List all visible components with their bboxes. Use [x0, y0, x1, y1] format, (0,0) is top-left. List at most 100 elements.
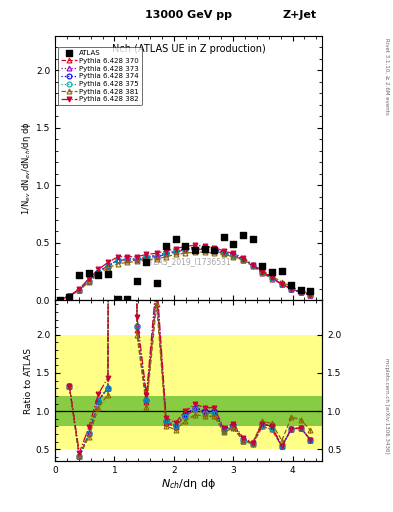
Pythia 6.428 373	[144, 253, 149, 260]
Pythia 6.428 374	[221, 249, 226, 255]
Pythia 6.428 370	[125, 257, 130, 263]
Pythia 6.428 375	[96, 269, 101, 275]
Text: ATLAS_2019_I1736531: ATLAS_2019_I1736531	[145, 257, 232, 266]
Pythia 6.428 381	[67, 293, 72, 299]
ATLAS	[143, 259, 150, 267]
Pythia 6.428 373	[221, 249, 226, 255]
Pythia 6.428 382	[116, 253, 120, 260]
Pythia 6.428 374	[270, 274, 274, 281]
Pythia 6.428 374	[299, 289, 303, 295]
Pythia 6.428 373	[77, 287, 82, 293]
ATLAS	[86, 269, 92, 277]
Pythia 6.428 374	[308, 292, 313, 298]
Pythia 6.428 374	[77, 287, 82, 293]
Pythia 6.428 370	[260, 270, 264, 276]
Text: Rivet 3.1.10, ≥ 2.6M events: Rivet 3.1.10, ≥ 2.6M events	[384, 37, 389, 114]
Pythia 6.428 373	[241, 256, 246, 262]
Pythia 6.428 373	[202, 246, 207, 252]
Pythia 6.428 381	[289, 284, 294, 290]
Pythia 6.428 381	[202, 249, 207, 255]
Text: mcplots.cern.ch [arXiv:1306.3436]: mcplots.cern.ch [arXiv:1306.3436]	[384, 357, 389, 453]
Pythia 6.428 374	[125, 256, 130, 262]
Pythia 6.428 382	[135, 253, 140, 260]
ATLAS	[115, 295, 121, 304]
Pythia 6.428 370	[308, 292, 313, 298]
Pythia 6.428 375	[135, 256, 140, 262]
Line: Pythia 6.428 373: Pythia 6.428 373	[57, 245, 313, 303]
Pythia 6.428 375	[173, 248, 178, 254]
Pythia 6.428 381	[299, 288, 303, 294]
Pythia 6.428 373	[279, 281, 284, 287]
Pythia 6.428 382	[125, 253, 130, 260]
Pythia 6.428 373	[270, 274, 274, 281]
Pythia 6.428 382	[289, 286, 294, 292]
Pythia 6.428 381	[86, 279, 91, 285]
Pythia 6.428 374	[183, 246, 187, 252]
Bar	[55, 396, 322, 426]
Y-axis label: Ratio to ATLAS: Ratio to ATLAS	[24, 348, 33, 414]
Line: Pythia 6.428 375: Pythia 6.428 375	[57, 246, 313, 303]
Pythia 6.428 375	[270, 275, 274, 282]
Pythia 6.428 381	[105, 265, 110, 271]
Pythia 6.428 375	[241, 257, 246, 263]
Pythia 6.428 374	[164, 250, 169, 257]
Pythia 6.428 373	[260, 269, 264, 275]
Pythia 6.428 374	[173, 248, 178, 254]
Pythia 6.428 370	[183, 247, 187, 253]
Pythia 6.428 374	[105, 263, 110, 269]
Pythia 6.428 370	[105, 263, 110, 269]
Text: Nch (ATLAS UE in Z production): Nch (ATLAS UE in Z production)	[112, 44, 266, 54]
Pythia 6.428 374	[57, 297, 62, 303]
Pythia 6.428 370	[270, 275, 274, 282]
Pythia 6.428 382	[202, 243, 207, 249]
Pythia 6.428 370	[212, 248, 217, 254]
Line: Pythia 6.428 381: Pythia 6.428 381	[57, 250, 313, 303]
Text: 13000 GeV pp: 13000 GeV pp	[145, 10, 232, 20]
X-axis label: $N_{ch}$/dη dϕ: $N_{ch}$/dη dϕ	[161, 477, 216, 492]
ATLAS	[269, 268, 275, 276]
Pythia 6.428 381	[154, 256, 159, 262]
Pythia 6.428 373	[183, 246, 187, 252]
Pythia 6.428 370	[154, 253, 159, 260]
Pythia 6.428 374	[289, 286, 294, 292]
Bar	[55, 335, 322, 450]
Line: Pythia 6.428 374: Pythia 6.428 374	[57, 245, 313, 303]
Pythia 6.428 370	[289, 286, 294, 292]
Pythia 6.428 374	[154, 252, 159, 259]
Pythia 6.428 374	[86, 278, 91, 284]
Pythia 6.428 381	[250, 262, 255, 268]
Pythia 6.428 381	[212, 250, 217, 257]
Pythia 6.428 374	[116, 257, 120, 263]
ATLAS	[230, 240, 236, 248]
Pythia 6.428 373	[212, 247, 217, 253]
Pythia 6.428 381	[125, 260, 130, 266]
ATLAS	[288, 282, 294, 290]
Pythia 6.428 375	[77, 287, 82, 293]
Pythia 6.428 375	[116, 257, 120, 263]
Pythia 6.428 381	[308, 290, 313, 296]
Pythia 6.428 373	[116, 257, 120, 263]
ATLAS	[250, 236, 256, 244]
Pythia 6.428 375	[231, 252, 235, 259]
Line: Pythia 6.428 382: Pythia 6.428 382	[57, 243, 313, 303]
Pythia 6.428 373	[164, 250, 169, 257]
Pythia 6.428 382	[183, 243, 187, 249]
Pythia 6.428 374	[241, 256, 246, 262]
Pythia 6.428 382	[57, 297, 62, 303]
Pythia 6.428 374	[135, 256, 140, 262]
Pythia 6.428 382	[212, 244, 217, 250]
ATLAS	[134, 277, 140, 285]
Pythia 6.428 373	[299, 289, 303, 295]
Pythia 6.428 374	[96, 269, 101, 275]
Y-axis label: 1/N$_{ev}$ dN$_{ev}$/dN$_{ch}$/dη dϕ: 1/N$_{ev}$ dN$_{ev}$/dN$_{ch}$/dη dϕ	[20, 121, 33, 215]
Pythia 6.428 375	[212, 248, 217, 254]
Pythia 6.428 381	[173, 251, 178, 258]
Pythia 6.428 374	[260, 269, 264, 275]
ATLAS	[240, 231, 246, 239]
Pythia 6.428 373	[67, 293, 72, 299]
Pythia 6.428 381	[260, 267, 264, 273]
ATLAS	[182, 242, 188, 250]
Pythia 6.428 375	[67, 293, 72, 299]
Pythia 6.428 375	[86, 278, 91, 284]
Pythia 6.428 373	[135, 256, 140, 262]
